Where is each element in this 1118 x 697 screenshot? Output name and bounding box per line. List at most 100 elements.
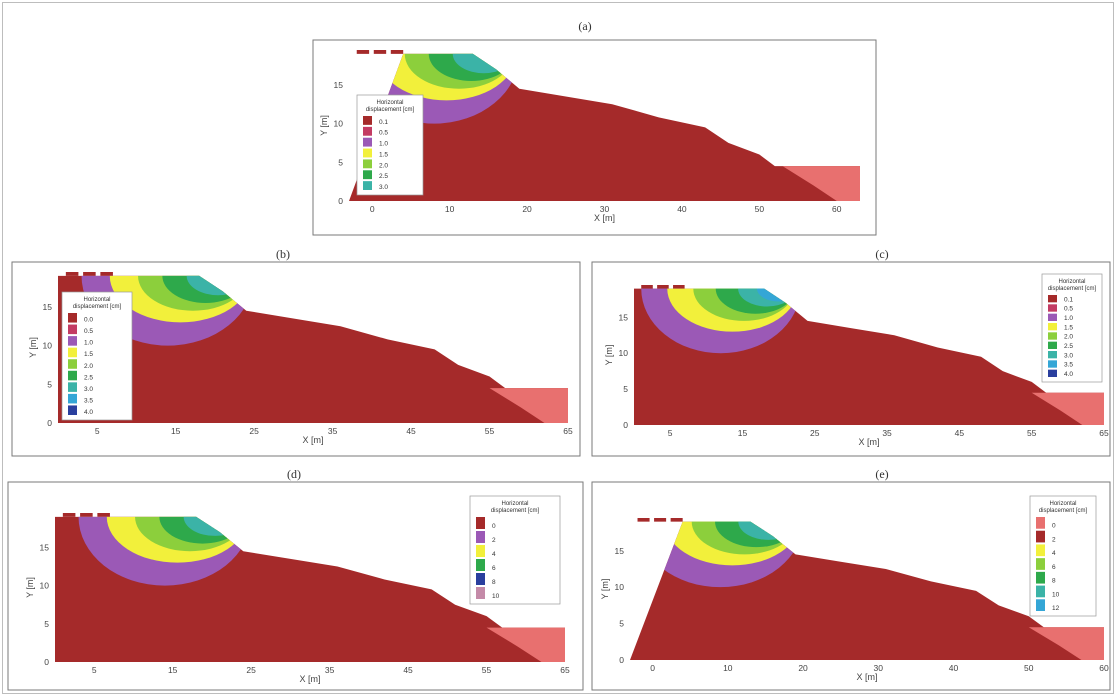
legend-swatch xyxy=(363,159,372,169)
x-tick-label: 35 xyxy=(325,665,335,675)
legend-swatch xyxy=(1048,341,1057,349)
crest-block xyxy=(670,518,683,522)
legend-title: Horizontal xyxy=(501,501,528,507)
legend-item-label: 1.0 xyxy=(379,141,388,148)
legend-item-label: 0.5 xyxy=(1064,306,1073,313)
legend-item-label: 6 xyxy=(1052,564,1056,571)
x-axis-label: X [m] xyxy=(858,437,879,447)
x-tick-label: 55 xyxy=(1027,428,1037,438)
legend-item-label: 0.1 xyxy=(1064,296,1073,303)
legend-swatch xyxy=(1048,369,1057,377)
y-tick-label: 5 xyxy=(47,379,52,389)
y-tick-label: 0 xyxy=(44,657,49,667)
y-tick-label: 15 xyxy=(615,546,625,556)
legend-swatch xyxy=(363,137,372,147)
x-axis-label: X [m] xyxy=(299,674,320,684)
legend-swatch xyxy=(68,393,77,404)
crest-block xyxy=(80,513,93,517)
legend-item-label: 2 xyxy=(492,537,496,544)
legend-item-label: 1.0 xyxy=(1064,315,1073,322)
legend-swatch xyxy=(68,359,77,369)
legend-item-label: 2 xyxy=(1052,536,1056,543)
legend-swatch xyxy=(1048,332,1057,340)
legend-item-label: 4 xyxy=(492,551,496,558)
legend-swatch xyxy=(68,324,77,335)
legend-swatch xyxy=(476,559,485,571)
y-tick-label: 15 xyxy=(40,542,50,552)
legend-item-label: 2.5 xyxy=(379,173,388,180)
legend-item-label: 2.5 xyxy=(84,374,93,381)
y-tick-label: 15 xyxy=(619,312,629,322)
y-axis-label: Y [m] xyxy=(25,577,35,598)
toe-zone xyxy=(486,627,565,662)
x-tick-label: 55 xyxy=(485,426,495,436)
legend-item-label: 1.5 xyxy=(379,151,388,158)
legend-swatch xyxy=(1048,313,1057,321)
x-tick-label: 15 xyxy=(738,428,748,438)
x-tick-label: 60 xyxy=(832,204,842,214)
x-tick-label: 30 xyxy=(600,204,610,214)
legend-title: displacement [cm] xyxy=(1048,286,1097,292)
toe-zone xyxy=(1031,392,1104,425)
y-tick-label: 10 xyxy=(40,581,50,591)
legend-item-label: 0 xyxy=(492,523,496,530)
legend-swatch xyxy=(476,517,485,529)
x-tick-label: 10 xyxy=(445,204,455,214)
crest-block xyxy=(100,272,113,276)
legend-swatch xyxy=(363,170,372,180)
legend-swatch xyxy=(476,545,485,557)
legend-title: displacement [cm] xyxy=(73,304,122,310)
crest-block xyxy=(390,50,404,54)
legend-swatch xyxy=(476,587,485,599)
legend-item-label: 10 xyxy=(492,593,500,600)
x-axis-label: X [m] xyxy=(302,435,323,445)
legend-title: Horizontal xyxy=(376,100,403,106)
x-tick-label: 45 xyxy=(406,426,416,436)
legend-item-label: 10 xyxy=(1052,591,1060,598)
legend-swatch xyxy=(1048,360,1057,368)
x-tick-label: 50 xyxy=(1024,663,1034,673)
x-tick-label: 5 xyxy=(92,665,97,675)
x-tick-label: 20 xyxy=(522,204,532,214)
legend-item-label: 0 xyxy=(1052,523,1056,530)
legend-item-label: 6 xyxy=(492,565,496,572)
legend-swatch xyxy=(68,336,77,346)
y-tick-label: 15 xyxy=(43,302,53,312)
legend-swatch xyxy=(476,573,485,585)
legend-swatch xyxy=(68,313,77,323)
x-axis-label: X [m] xyxy=(856,672,877,682)
y-tick-label: 5 xyxy=(44,619,49,629)
x-tick-label: 50 xyxy=(755,204,765,214)
crest-block xyxy=(356,50,370,54)
legend-swatch xyxy=(363,116,372,125)
legend-swatch xyxy=(68,370,77,381)
y-axis-label: Y [m] xyxy=(600,579,610,600)
x-tick-label: 30 xyxy=(874,663,884,673)
legend-item-label: 8 xyxy=(492,579,496,586)
toe-zone xyxy=(489,388,568,423)
x-tick-label: 15 xyxy=(171,426,181,436)
y-axis-label: Y [m] xyxy=(319,115,329,136)
crest-block xyxy=(641,285,653,289)
x-tick-label: 5 xyxy=(95,426,100,436)
y-tick-label: 10 xyxy=(43,341,53,351)
legend-swatch xyxy=(363,148,372,158)
x-tick-label: 15 xyxy=(168,665,178,675)
y-axis-label: Y [m] xyxy=(604,345,614,366)
x-tick-label: 55 xyxy=(482,665,492,675)
x-tick-label: 65 xyxy=(1099,428,1109,438)
x-tick-label: 40 xyxy=(677,204,687,214)
y-tick-label: 5 xyxy=(619,619,624,629)
y-tick-label: 0 xyxy=(623,420,628,430)
x-tick-label: 25 xyxy=(246,665,256,675)
legend-title: Horizontal xyxy=(83,297,110,303)
legend-item-label: 1.0 xyxy=(84,340,93,347)
x-tick-label: 0 xyxy=(650,663,655,673)
panel-label: (e) xyxy=(875,467,888,481)
legend-swatch xyxy=(68,347,77,358)
legend-swatch xyxy=(1048,351,1057,359)
panel-label: (b) xyxy=(276,247,290,261)
legend-title: displacement [cm] xyxy=(1039,508,1088,514)
